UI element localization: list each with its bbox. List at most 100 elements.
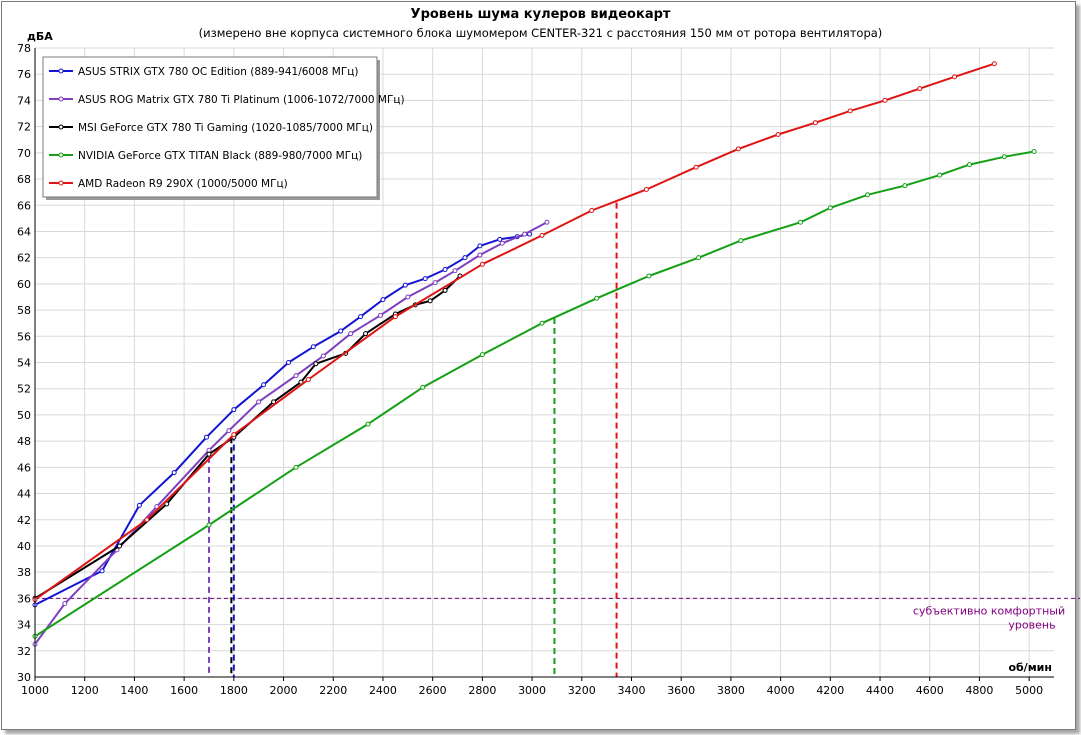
legend-marker	[58, 180, 64, 186]
y-tick-label: 40	[17, 540, 31, 553]
data-point	[338, 328, 344, 334]
series-line-0	[34, 233, 530, 606]
legend-marker	[58, 152, 64, 158]
data-point	[206, 522, 212, 528]
data-point	[402, 282, 408, 288]
data-point	[865, 192, 871, 198]
data-point	[589, 207, 595, 213]
x-tick-label: 4600	[916, 684, 944, 697]
data-point	[432, 280, 438, 286]
data-point	[348, 331, 354, 337]
data-point	[477, 252, 483, 258]
data-point	[99, 568, 105, 574]
legend-entry: AMD Radeon R9 290X (1000/5000 МГц)	[78, 178, 288, 190]
y-tick-label: 74	[17, 94, 31, 107]
y-tick-label: 72	[17, 121, 31, 134]
data-point	[539, 320, 545, 326]
data-point	[643, 187, 649, 193]
x-tick-label: 1800	[220, 684, 248, 697]
series-lines	[32, 61, 1037, 647]
data-point	[261, 382, 267, 388]
series-line-4	[34, 62, 995, 601]
data-point	[499, 240, 505, 246]
legend: ASUS STRIX GTX 780 OC Edition (889-941/6…	[42, 56, 405, 200]
data-point	[775, 131, 781, 137]
data-point	[365, 421, 371, 427]
chart-title: Уровень шума кулеров видеокарт	[410, 7, 671, 22]
data-point	[256, 399, 262, 405]
x-axis-label: об/мин	[1008, 661, 1052, 674]
series-line-1	[34, 221, 548, 645]
legend-marker	[58, 124, 64, 130]
data-point	[497, 236, 503, 242]
x-tick-label: 1200	[71, 684, 99, 697]
legend-marker	[58, 68, 64, 74]
data-point	[117, 543, 123, 549]
data-point	[171, 470, 177, 476]
y-tick-label: 78	[17, 42, 31, 55]
data-point	[427, 298, 433, 304]
y-tick-label: 60	[17, 278, 31, 291]
data-point	[313, 361, 319, 367]
data-point	[442, 287, 448, 293]
y-tick-label: 38	[17, 566, 31, 579]
x-tick-label: 4400	[866, 684, 894, 697]
data-point	[144, 517, 150, 523]
y-tick-label: 68	[17, 173, 31, 186]
y-tick-label: 54	[17, 357, 31, 370]
data-point	[1031, 149, 1037, 155]
x-tick-label: 3800	[717, 684, 745, 697]
x-tick-label: 3200	[568, 684, 596, 697]
data-point	[477, 243, 483, 249]
data-point	[380, 297, 386, 303]
data-point	[539, 232, 545, 238]
y-tick-label: 48	[17, 435, 31, 448]
data-point	[522, 231, 528, 237]
y-tick-label: 46	[17, 461, 31, 474]
comfort-level-label-line2: уровень	[1008, 618, 1055, 631]
y-tick-label: 32	[17, 645, 31, 658]
x-tick-label: 3400	[617, 684, 645, 697]
data-point	[966, 162, 972, 168]
data-point	[422, 276, 428, 282]
data-point	[882, 97, 888, 103]
data-point	[735, 146, 741, 152]
data-point	[812, 120, 818, 126]
y-tick-label: 44	[17, 488, 31, 501]
data-point	[1001, 154, 1007, 160]
data-point	[442, 266, 448, 272]
x-tick-label: 4000	[767, 684, 795, 697]
data-point	[164, 501, 170, 507]
data-point	[479, 261, 485, 267]
x-tick-label: 2600	[419, 684, 447, 697]
data-point	[937, 172, 943, 178]
data-point	[293, 464, 299, 470]
data-point	[320, 353, 326, 359]
data-point	[544, 219, 550, 225]
chart-subtitle: (измерено вне корпуса системного блока ш…	[198, 26, 883, 40]
x-tick-label: 1600	[170, 684, 198, 697]
x-tick-label: 5000	[1015, 684, 1043, 697]
x-tick-label: 2000	[270, 684, 298, 697]
data-point	[462, 255, 468, 261]
data-point	[231, 432, 237, 438]
data-point	[310, 344, 316, 350]
y-tick-label: 56	[17, 330, 31, 343]
y-tick-label: 50	[17, 409, 31, 422]
x-tick-label: 2200	[319, 684, 347, 697]
legend-entry: MSI GeForce GTX 780 Ti Gaming (1020-1085…	[78, 122, 373, 134]
x-tick-label: 1400	[120, 684, 148, 697]
legend-marker	[58, 96, 64, 102]
legend-entry: ASUS STRIX GTX 780 OC Edition (889-941/6…	[78, 66, 359, 78]
data-point	[203, 434, 209, 440]
data-point	[286, 360, 292, 365]
data-point	[847, 108, 853, 114]
data-point	[271, 399, 277, 405]
data-point	[305, 377, 311, 383]
axes: 30 32 34 36 38 40 42 44 46 48 50 52 54 56 58 60 62 64 66 68…	[17, 30, 1054, 697]
data-point	[452, 268, 458, 274]
x-tick-label: 4800	[965, 684, 993, 697]
data-point	[952, 74, 958, 80]
